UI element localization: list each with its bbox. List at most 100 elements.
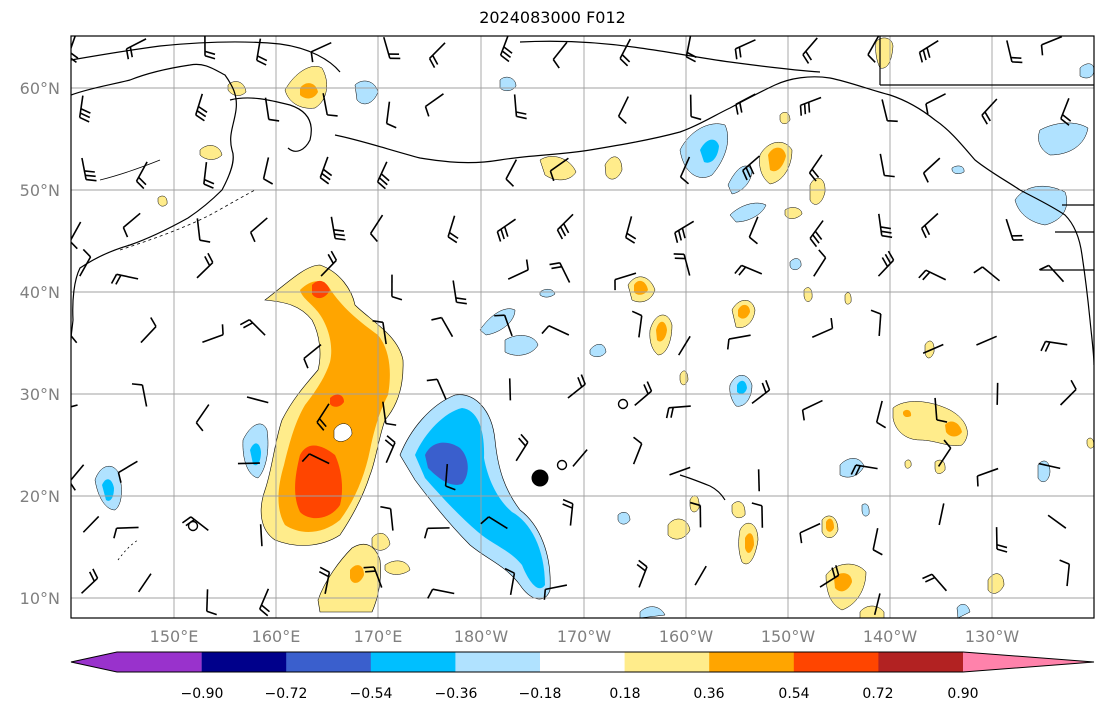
lon-label: 160°E	[252, 627, 301, 646]
wind-barb	[922, 343, 944, 355]
wind-barbs	[71, 36, 1077, 617]
latitude-labels: 60°N 50°N 40°N 30°N 20°N 10°N	[20, 79, 60, 608]
wind-barb	[875, 400, 887, 429]
wind-barb	[196, 218, 211, 243]
wind-barb	[140, 317, 157, 344]
colorbar-tick-label: 0.72	[862, 686, 893, 702]
colorbar-segment	[455, 652, 541, 672]
wind-barb	[376, 161, 390, 190]
wind-barb	[196, 252, 214, 279]
colorbar-segment	[878, 652, 964, 672]
colorbar-extend-max	[963, 652, 1094, 672]
wind-barb	[631, 310, 643, 338]
wind-barb	[135, 161, 148, 190]
wind-barb	[508, 378, 512, 401]
wind-barb	[513, 94, 527, 120]
wind-barb	[137, 573, 152, 593]
wind-barb	[632, 436, 643, 465]
plot-area	[71, 36, 1094, 618]
wind-barb	[734, 264, 763, 276]
colorbar-segment	[201, 652, 287, 672]
wind-barb	[870, 309, 882, 336]
wind-barb	[452, 280, 467, 305]
wind-barb	[808, 154, 823, 182]
wind-barb	[665, 405, 691, 419]
wind-barb	[938, 503, 945, 526]
wind-barb	[494, 314, 513, 337]
colorbar-segment	[370, 652, 456, 672]
wind-barb	[934, 397, 948, 423]
wind-barb	[850, 464, 878, 476]
wind-barb	[431, 316, 454, 338]
wind-barb	[71, 36, 79, 63]
wind-barb	[382, 401, 397, 426]
wind-barb	[424, 93, 444, 117]
wind-barb	[937, 439, 952, 467]
wind-barb	[976, 335, 997, 346]
wind-barb	[543, 584, 568, 600]
wind-barb	[751, 379, 771, 405]
wind-barb	[246, 396, 269, 404]
wind-barb	[262, 157, 274, 185]
wind-barb	[685, 36, 697, 63]
wind-barb	[799, 522, 821, 544]
wind-barb	[423, 527, 450, 539]
wind-barb	[205, 589, 217, 616]
wind-barb	[384, 435, 396, 464]
wind-barb	[1005, 218, 1024, 241]
wind-barb	[78, 95, 91, 123]
wind-barb	[255, 38, 268, 66]
wind-barb	[689, 94, 702, 121]
positive-anomaly-shading	[157, 37, 1094, 618]
map-layers	[71, 36, 1094, 618]
wind-barb	[320, 250, 338, 277]
coastlines	[71, 36, 1094, 561]
wind-barb	[444, 463, 456, 491]
colorbar-tick-label: 0.90	[947, 686, 978, 702]
wind-barb	[505, 159, 518, 187]
negative-anomaly-shading	[94, 63, 1094, 618]
colorbar-tick-label: −0.90	[181, 686, 224, 702]
wind-barb	[742, 155, 760, 181]
wind-barb	[562, 498, 574, 526]
calm-circle	[617, 398, 629, 410]
wind-barb	[1038, 264, 1065, 283]
wind-barb	[872, 528, 883, 556]
wind-barb	[634, 381, 653, 407]
wind-barb	[918, 269, 947, 281]
wind-barb	[372, 319, 387, 345]
wind-barb	[881, 99, 898, 123]
wind-barb	[122, 212, 141, 238]
longitude-labels: 150°E 160°E 170°E 180°W 170°W 160°W 150°…	[150, 627, 1020, 646]
colorbar-extend-min	[71, 652, 202, 672]
wind-barb	[877, 250, 895, 277]
wind-barb	[79, 248, 92, 277]
wind-barb	[734, 39, 756, 60]
wind-barb	[679, 156, 691, 185]
wind-barb	[204, 36, 216, 60]
wind-barb	[322, 93, 338, 117]
wind-barb	[1038, 462, 1061, 470]
wind-barb	[202, 324, 224, 344]
wind-barb	[1059, 559, 1071, 587]
colorbar-tick-label: 0.36	[693, 686, 724, 702]
wind-barb	[748, 216, 759, 245]
wind-barb	[673, 253, 691, 276]
calm-circle	[187, 520, 199, 532]
wind-barb	[195, 404, 210, 432]
calm-markers	[187, 398, 629, 532]
lat-label: 20°N	[20, 487, 60, 506]
wind-barb	[428, 42, 446, 69]
wind-barb	[1040, 36, 1063, 56]
wind-barb	[624, 216, 637, 244]
lon-label: 180°W	[454, 627, 509, 646]
lon-label: 150°E	[150, 627, 199, 646]
wind-barb	[71, 464, 85, 491]
wind-barb	[572, 449, 588, 467]
wind-barb	[636, 559, 648, 588]
wind-barb	[391, 274, 403, 301]
wind-barb	[258, 588, 270, 617]
wind-barb	[549, 261, 571, 283]
colorbar-outline	[70, 651, 1095, 673]
